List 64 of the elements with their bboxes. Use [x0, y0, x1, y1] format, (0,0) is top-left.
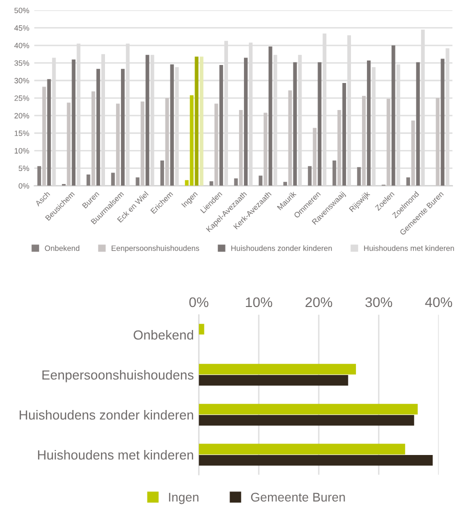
bar	[342, 82, 346, 186]
bar	[198, 444, 406, 454]
x-tick-label: 20%	[306, 297, 332, 308]
bar	[136, 177, 140, 186]
bar	[406, 177, 410, 186]
bar	[244, 58, 248, 186]
bar	[234, 178, 238, 186]
bar	[160, 160, 164, 186]
bar	[198, 324, 204, 334]
legend-label: Gemeente Buren	[251, 492, 345, 502]
y-tick-label: Huishoudens zonder kinderen	[20, 410, 194, 420]
bar	[239, 110, 243, 186]
bar	[392, 45, 396, 186]
bar	[91, 91, 96, 186]
y-tick-label: Onbekend	[134, 330, 194, 340]
bar	[140, 102, 144, 186]
bar	[120, 68, 125, 186]
legend-label: Ingen	[169, 492, 198, 504]
bar	[146, 54, 150, 186]
bar	[366, 60, 371, 186]
bar	[210, 181, 214, 186]
bar	[198, 455, 433, 466]
bar	[268, 46, 272, 186]
bar	[337, 110, 342, 186]
bar	[116, 104, 120, 186]
bar	[72, 59, 76, 186]
bar	[362, 96, 366, 186]
bar	[200, 56, 204, 186]
bar	[194, 56, 198, 186]
x-tick-label: 40%	[425, 297, 452, 308]
y-tick-label: Eenpersoonshuishoudens	[42, 370, 194, 382]
bar	[66, 102, 71, 186]
x-tick-label: 10%	[246, 297, 272, 308]
bar	[258, 176, 262, 186]
bar	[198, 404, 418, 414]
x-tick-label: 30%	[365, 297, 392, 308]
bar	[219, 65, 224, 186]
bar	[332, 160, 336, 186]
bar	[37, 166, 42, 186]
bar	[436, 98, 440, 186]
bar	[293, 62, 297, 186]
bar	[416, 62, 420, 186]
bar	[318, 62, 322, 186]
bar	[96, 68, 100, 186]
bar	[411, 120, 415, 186]
bar	[42, 86, 46, 186]
bar	[47, 79, 51, 186]
bar	[214, 104, 218, 186]
bar	[288, 90, 292, 186]
bar	[165, 98, 169, 186]
bar	[86, 174, 90, 186]
bar	[198, 364, 356, 374]
bar	[440, 58, 444, 186]
bar	[198, 415, 414, 426]
bar	[312, 128, 317, 186]
y-tick-label: Huishoudens met kinderen	[38, 450, 194, 460]
bar	[170, 64, 174, 186]
x-tick-label: 0%	[189, 297, 208, 308]
bar	[357, 167, 361, 186]
bar	[308, 166, 312, 186]
bar	[386, 98, 390, 186]
bar	[111, 172, 115, 186]
bar	[198, 375, 348, 386]
bar	[264, 112, 268, 186]
